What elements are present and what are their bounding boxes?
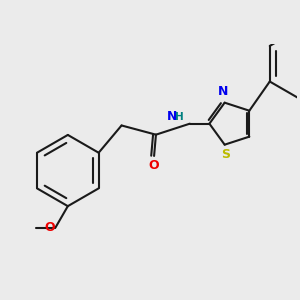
Text: H: H [176, 112, 184, 122]
Text: N: N [218, 85, 229, 98]
Text: S: S [221, 148, 230, 161]
Text: O: O [45, 221, 56, 234]
Text: N: N [167, 110, 177, 123]
Text: O: O [149, 159, 159, 172]
